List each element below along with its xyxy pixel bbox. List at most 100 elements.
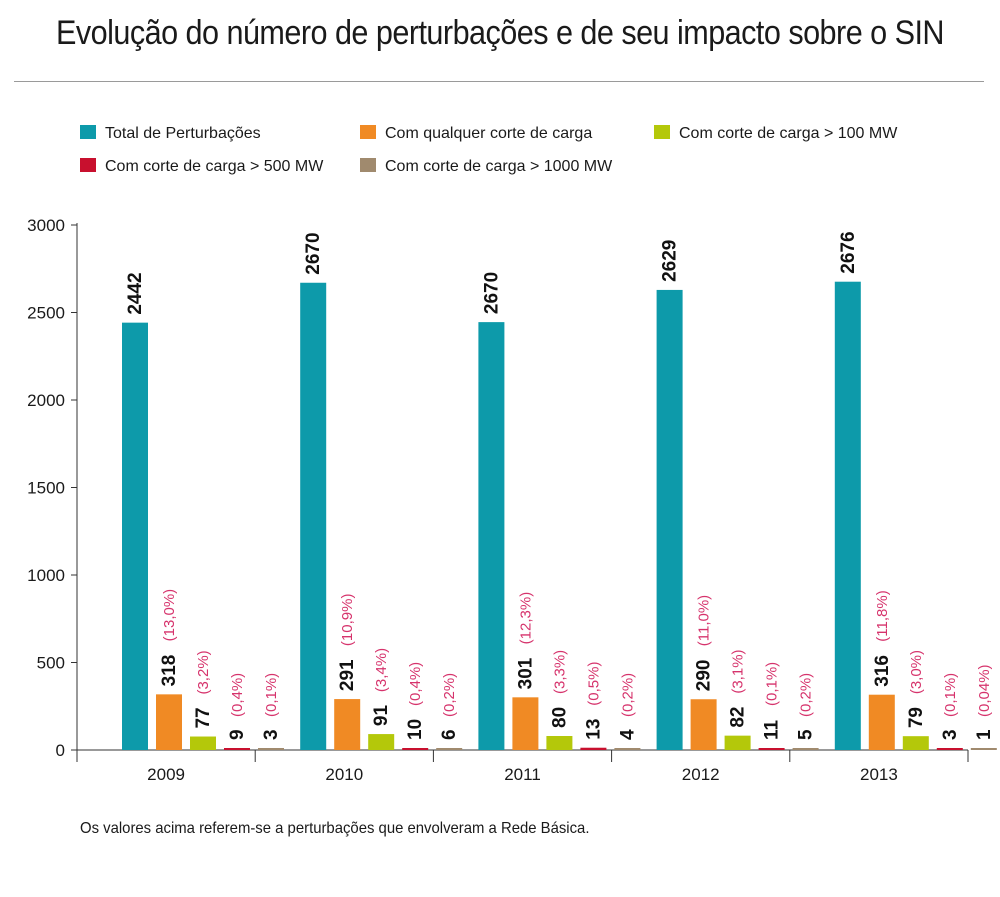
value-label: 2676	[838, 231, 859, 273]
value-labels-group: 2442 318 (13,0%) 77 (3,2%) 9 (0,4%) 3 (0,1%) 2670…	[125, 231, 995, 740]
bar-3	[902, 736, 929, 750]
percent-label: (0,1%)	[263, 673, 280, 717]
value-label: 13	[583, 719, 604, 740]
bar-4	[936, 748, 963, 750]
value-label: 2442	[125, 272, 146, 314]
bar-2	[868, 694, 895, 750]
percent-label: (0,1%)	[764, 662, 781, 706]
percent-label: (0,04%)	[976, 664, 993, 717]
bar-3	[368, 734, 395, 750]
bar-1	[122, 322, 148, 750]
value-label: 2670	[481, 272, 502, 314]
percent-label: (0,2%)	[619, 673, 636, 717]
value-label: 6	[439, 729, 460, 740]
bar-4	[224, 748, 250, 750]
bar-1	[300, 282, 327, 750]
bar-2	[512, 697, 539, 750]
bar-2	[156, 694, 182, 750]
legend-swatch	[80, 158, 96, 172]
y-tick-label: 1500	[27, 479, 65, 498]
footnote: Os valores acima referem-se a perturbaçõ…	[80, 820, 590, 837]
value-label: 10	[405, 719, 426, 740]
percent-label: (11,8%)	[874, 590, 891, 641]
value-label: 77	[193, 707, 214, 728]
value-label: 5	[796, 729, 817, 740]
value-label: 11	[762, 719, 783, 740]
bar-1	[656, 289, 683, 750]
bar-1	[478, 322, 505, 750]
legend-label: Com corte de carga > 100 MW	[679, 125, 898, 142]
y-tick-label: 3000	[27, 216, 65, 235]
bar-3	[546, 736, 573, 750]
percent-label: (13,0%)	[161, 589, 178, 642]
value-label: 291	[337, 659, 358, 691]
bar-2	[690, 699, 717, 750]
bar-4	[758, 748, 785, 750]
chart-legend: Total de Perturbações Com qualquer corte …	[80, 125, 898, 175]
bar-1	[834, 281, 861, 750]
title-divider	[14, 81, 984, 82]
value-label: 2670	[303, 232, 324, 274]
value-label: 1	[974, 729, 995, 740]
bars-group	[122, 281, 997, 750]
percent-label: (0,4%)	[407, 662, 424, 706]
y-tick-label: 500	[37, 654, 65, 673]
legend-swatch	[360, 158, 376, 172]
bar-2	[334, 699, 361, 750]
x-tick-label: 2009	[147, 765, 185, 784]
percent-label: (0,2%)	[441, 673, 458, 717]
value-label: 79	[906, 707, 927, 728]
y-axis: 0 500 1000 1500 2000 2500 3000	[27, 216, 78, 760]
legend-swatch	[360, 125, 376, 139]
x-tick-label: 2010	[325, 765, 363, 784]
legend-swatch	[654, 125, 670, 139]
value-label: 316	[872, 655, 893, 687]
value-label: 2629	[660, 240, 681, 282]
x-tick-label: 2011	[504, 765, 541, 784]
value-label: 3	[940, 729, 961, 740]
x-axis: 2009 2010 2011 2012 2013	[76, 749, 969, 784]
percent-label: (3,3%)	[551, 650, 568, 694]
value-label: 82	[728, 707, 749, 728]
legend-label: Com corte de carga > 500 MW	[105, 158, 324, 175]
percent-label: (0,4%)	[229, 673, 246, 717]
bar-5	[970, 748, 997, 750]
value-label: 318	[159, 655, 180, 687]
percent-label: (12,3%)	[517, 592, 534, 645]
y-tick-label: 1000	[27, 566, 65, 585]
value-label: 4	[617, 729, 638, 740]
bar-3	[724, 735, 751, 750]
bar-3	[190, 736, 216, 750]
percent-label: (0,5%)	[585, 662, 602, 706]
value-label: 80	[549, 707, 570, 728]
percent-label: (0,1%)	[942, 673, 959, 717]
legend-label: Com qualquer corte de carga	[385, 125, 592, 142]
x-tick-label: 2013	[860, 765, 898, 784]
bar-4	[402, 748, 429, 750]
legend-swatch	[80, 125, 96, 139]
percent-label: (3,4%)	[373, 648, 390, 692]
bar-5	[792, 748, 819, 750]
legend-label: Total de Perturbações	[105, 125, 261, 142]
y-tick-label: 0	[56, 741, 65, 760]
value-label: 290	[694, 660, 715, 692]
value-label: 301	[515, 657, 536, 689]
chart-title: Evolução do número de perturbações e de …	[56, 14, 944, 52]
bar-5	[258, 748, 284, 750]
bar-4	[580, 747, 607, 750]
legend-label: Com corte de carga > 1000 MW	[385, 158, 613, 175]
percent-label: (10,9%)	[339, 594, 356, 647]
percent-label: (0,2%)	[798, 673, 815, 717]
y-tick-label: 2500	[27, 304, 65, 323]
bar-5	[436, 748, 463, 750]
percent-label: (11,0%)	[696, 595, 713, 646]
percent-label: (3,2%)	[195, 650, 212, 694]
value-label: 91	[371, 705, 392, 727]
y-tick-label: 2000	[27, 391, 65, 410]
bar-5	[614, 748, 641, 750]
percent-label: (3,1%)	[730, 649, 747, 693]
value-label: 9	[227, 729, 248, 740]
percent-label: (3,0%)	[908, 650, 925, 694]
value-label: 3	[261, 729, 282, 740]
